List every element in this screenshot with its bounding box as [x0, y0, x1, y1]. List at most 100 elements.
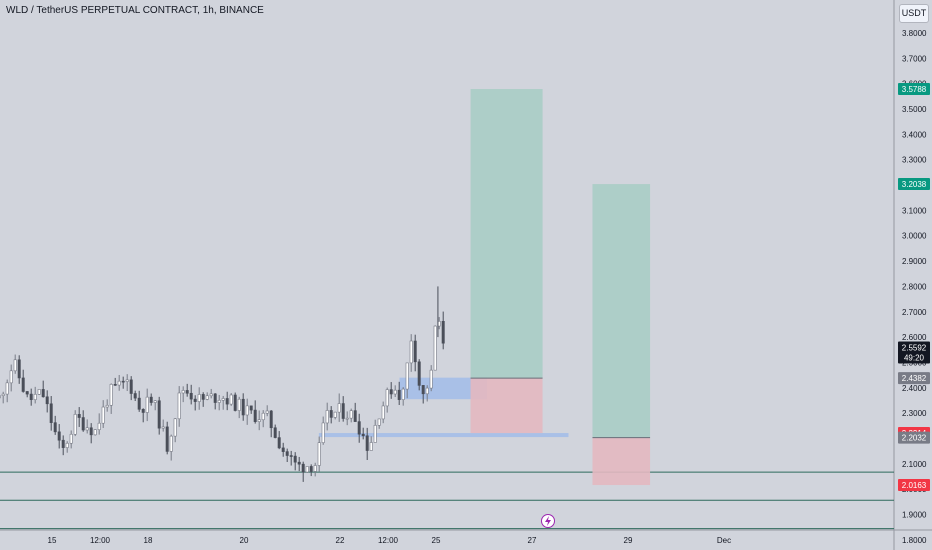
candle-body	[69, 433, 73, 444]
candle-body	[13, 359, 17, 372]
candle-body	[381, 405, 385, 420]
price-tag-label: 2.2032	[902, 434, 927, 443]
candle-body	[269, 410, 273, 429]
candle-body	[109, 384, 113, 406]
candle-body	[65, 442, 69, 448]
price-tag	[898, 372, 930, 385]
x-axis-tick-label: 27	[528, 536, 537, 545]
candle-body	[373, 425, 377, 443]
candle-body	[149, 396, 153, 403]
candle-body	[285, 451, 289, 456]
y-axis-tick-label: 2.8000	[902, 282, 927, 291]
y-axis-tick-label: 3.3000	[902, 156, 927, 165]
long-position-stop-zone[interactable]	[592, 437, 651, 486]
candle-body	[89, 427, 93, 436]
x-axis-tick-label: 12:00	[90, 536, 111, 545]
candle-body	[333, 411, 337, 418]
candle-body	[165, 426, 169, 452]
candle-body	[369, 442, 373, 451]
candle-body	[257, 419, 261, 422]
currency-button[interactable]: USDT	[899, 4, 929, 23]
x-axis-tick-label: 20	[240, 536, 249, 545]
y-axis-tick-label: 3.0000	[902, 232, 927, 241]
lightning-icon	[545, 516, 551, 526]
candle-body	[145, 396, 149, 413]
candle-body	[309, 466, 313, 472]
candle-body	[205, 395, 209, 400]
x-axis-tick-label: 15	[48, 536, 57, 545]
candle-body	[17, 359, 21, 379]
candle-body	[49, 403, 53, 423]
long-position-target-zone[interactable]	[470, 89, 543, 379]
candle-body	[253, 409, 257, 422]
candle-body	[121, 380, 125, 383]
candle-body	[101, 406, 105, 424]
y-axis-tick-label: 2.1000	[902, 460, 927, 469]
candle-body	[425, 387, 429, 395]
price-tag	[898, 479, 930, 492]
candle-body	[429, 369, 433, 389]
y-axis-tick-label: 1.9000	[902, 511, 927, 520]
candle-body	[105, 404, 109, 408]
candle-body	[361, 433, 365, 437]
candle-body	[417, 361, 421, 386]
candle-body	[25, 391, 29, 395]
candle-body	[33, 394, 37, 400]
candle-body	[281, 447, 285, 452]
candle-body	[325, 410, 329, 424]
candle-body	[1, 393, 5, 396]
x-axis-tick-label: 25	[432, 536, 441, 545]
candle-body	[37, 389, 41, 395]
candle-body	[413, 340, 417, 363]
candle-body	[57, 431, 61, 441]
candle-body	[385, 389, 389, 407]
x-axis-tick-label: 22	[336, 536, 345, 545]
candle-body	[201, 394, 205, 400]
candle-body	[117, 380, 121, 386]
candle-body	[157, 400, 161, 429]
order-block-zone[interactable]	[399, 377, 487, 400]
candle-body	[209, 393, 213, 397]
candle-body	[341, 403, 345, 419]
candle-body	[397, 389, 401, 400]
candle-body	[161, 426, 165, 429]
candle-body	[129, 379, 133, 394]
price-tag-label: 3.2038	[902, 180, 927, 189]
candle-body	[349, 410, 353, 419]
price-tag-label: 2.0163	[902, 481, 927, 490]
candle-body	[217, 399, 221, 403]
long-position-target-zone[interactable]	[592, 184, 651, 438]
price-tag	[898, 341, 930, 364]
candle-body	[389, 389, 393, 395]
candle-body	[137, 397, 141, 410]
candle-body	[245, 405, 249, 416]
y-axis-tick-label: 2.9000	[902, 257, 927, 266]
candle-body	[249, 405, 253, 411]
price-tag	[898, 431, 930, 444]
candle-body	[5, 382, 9, 395]
candle-body	[185, 390, 189, 394]
candle-body	[237, 398, 241, 411]
candle-body	[133, 393, 137, 399]
candle-body	[365, 435, 369, 451]
candle-body	[433, 325, 437, 371]
chart-title: WLD / TetherUS PERPETUAL CONTRACT, 1h, B…	[6, 5, 264, 16]
candle-body	[153, 400, 157, 403]
candle-body	[337, 403, 341, 413]
candle-body	[241, 398, 245, 416]
candle-body	[221, 398, 225, 401]
candle-body	[321, 422, 325, 443]
candle-body	[193, 398, 197, 402]
y-axis-tick-label: 2.7000	[902, 308, 927, 317]
order-block-zone[interactable]	[318, 433, 569, 438]
x-axis-tick-label: 12:00	[378, 536, 399, 545]
y-axis-tick-label: 3.5000	[902, 105, 927, 114]
long-position-stop-zone[interactable]	[470, 378, 543, 434]
y-axis-tick-label: 3.1000	[902, 206, 927, 215]
candle-body	[273, 427, 277, 438]
candle-body	[181, 390, 185, 394]
y-axis-tick-label: 1.8000	[902, 536, 927, 545]
candle-body	[353, 410, 357, 422]
